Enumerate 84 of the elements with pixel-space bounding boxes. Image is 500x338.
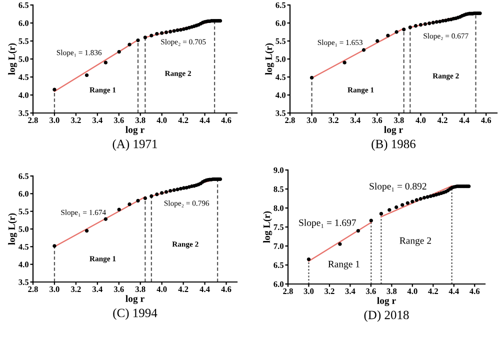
x-tick-label: 3.6 — [372, 117, 382, 124]
x-tick-label: 4.0 — [407, 288, 418, 294]
y-tick-label: 6.5 — [18, 2, 29, 8]
x-tick-label: 3.2 — [328, 117, 338, 124]
x-tick-label: 4.6 — [221, 117, 232, 124]
y-tick-label: 5.0 — [276, 56, 286, 62]
y-tick-label: 5.0 — [18, 56, 29, 62]
x-tick-label: 4.2 — [178, 117, 188, 124]
x-tick-label: 2.8 — [28, 286, 38, 292]
x-tick-label: 4.6 — [481, 117, 492, 124]
y-tick-label: 6.0 — [276, 20, 286, 26]
y-tick-label: 6.5 — [18, 173, 29, 180]
x-tick-label: 3.4 — [92, 117, 102, 124]
y-tick-label: 5.0 — [18, 226, 29, 232]
x-tick-label: 4.0 — [416, 117, 426, 124]
x-tick-label: 2.8 — [28, 117, 38, 124]
y-tick-label: 4.0 — [18, 262, 29, 268]
text: (D) 2018 — [364, 310, 409, 322]
x-tick-label: 3.8 — [386, 288, 397, 294]
y-tick-label: 5.5 — [276, 38, 286, 44]
x-tick-label: 3.6 — [366, 288, 376, 294]
y-tick-label: 3.5 — [276, 110, 286, 116]
y-axis-title: log L(r) — [8, 213, 18, 245]
annotation: Slope₁ = 0.892 — [370, 182, 426, 192]
annotation: Slope₁ = 1.697 — [299, 219, 356, 228]
y-tick-label: 6.0 — [18, 191, 29, 197]
y-tick-label: 4.5 — [18, 74, 29, 80]
y-tick-label: 5.5 — [18, 208, 29, 214]
x-tick-label: 3.2 — [324, 288, 334, 294]
y-tick-label: 4.0 — [18, 92, 29, 98]
y-tick-label: 6.5 — [276, 2, 286, 8]
x-tick-label: 3.4 — [350, 117, 360, 124]
y-tick-label: 4.0 — [276, 92, 286, 98]
y-tick-label: 3.5 — [18, 110, 29, 116]
x-tick-label: 4.0 — [156, 117, 167, 124]
x-tick-label: 4.4 — [448, 288, 459, 294]
x-tick-label: 4.4 — [200, 286, 210, 292]
x-tick-label: 3.4 — [345, 288, 356, 294]
x-tick-label: 3.0 — [304, 288, 314, 294]
text: (A) 1971 — [112, 139, 157, 151]
annotation: Range 2 — [400, 237, 431, 246]
y-tick-label: 7.0 — [274, 243, 284, 250]
x-tick-label: 4.2 — [178, 286, 188, 292]
y-tick-label: 5.5 — [18, 38, 29, 44]
y-axis-title: log L(r) — [263, 211, 272, 243]
x-tick-label: 4.4 — [200, 117, 210, 124]
x-tick-label: 3.0 — [50, 286, 60, 292]
y-tick-label: 8.0 — [274, 205, 284, 212]
x-tick-label: 4.4 — [459, 117, 470, 124]
x-tick-label: 3.0 — [306, 117, 317, 124]
y-tick-label: 6.5 — [274, 262, 284, 268]
y-axis-title: log L(r) — [265, 43, 274, 75]
x-tick-label: 3.8 — [135, 117, 146, 124]
x-tick-label: 4.2 — [437, 117, 448, 124]
y-axis-title: log L(r) — [8, 43, 18, 75]
x-tick-label: 3.8 — [394, 117, 404, 124]
x-axis-title: log r — [377, 297, 396, 306]
y-tick-label: 6.0 — [274, 281, 284, 288]
x-tick-label: 2.8 — [283, 288, 293, 294]
y-tick-label: 7.5 — [274, 224, 284, 230]
x-tick-label: 3.8 — [135, 286, 146, 292]
x-tick-label: 4.2 — [428, 288, 438, 294]
x-tick-label: 3.0 — [50, 117, 60, 124]
x-tick-label: 2.8 — [285, 117, 295, 124]
x-tick-label: 3.2 — [71, 117, 81, 124]
y-tick-label: 4.5 — [276, 74, 286, 80]
x-axis-title: log r — [126, 295, 144, 304]
text: (C) 1994 — [113, 308, 158, 320]
text: (B) 1986 — [372, 139, 416, 151]
x-axis-title: log r — [384, 126, 403, 136]
x-tick-label: 4.6 — [221, 286, 232, 292]
annotation: Range 1 — [328, 260, 360, 270]
x-axis-title: log r — [126, 126, 144, 136]
y-tick-label: 6.0 — [18, 20, 29, 26]
x-tick-label: 3.6 — [114, 286, 124, 292]
y-tick-label: 8.5 — [274, 186, 284, 192]
x-tick-label: 4.6 — [470, 288, 480, 294]
y-tick-label: 4.5 — [18, 244, 29, 250]
x-tick-label: 3.2 — [71, 286, 81, 292]
x-tick-label: 4.0 — [156, 286, 167, 292]
y-tick-label: 9.0 — [274, 167, 284, 174]
y-tick-label: 3.5 — [18, 279, 29, 286]
x-tick-label: 3.4 — [92, 286, 102, 292]
x-tick-label: 3.6 — [114, 117, 124, 124]
